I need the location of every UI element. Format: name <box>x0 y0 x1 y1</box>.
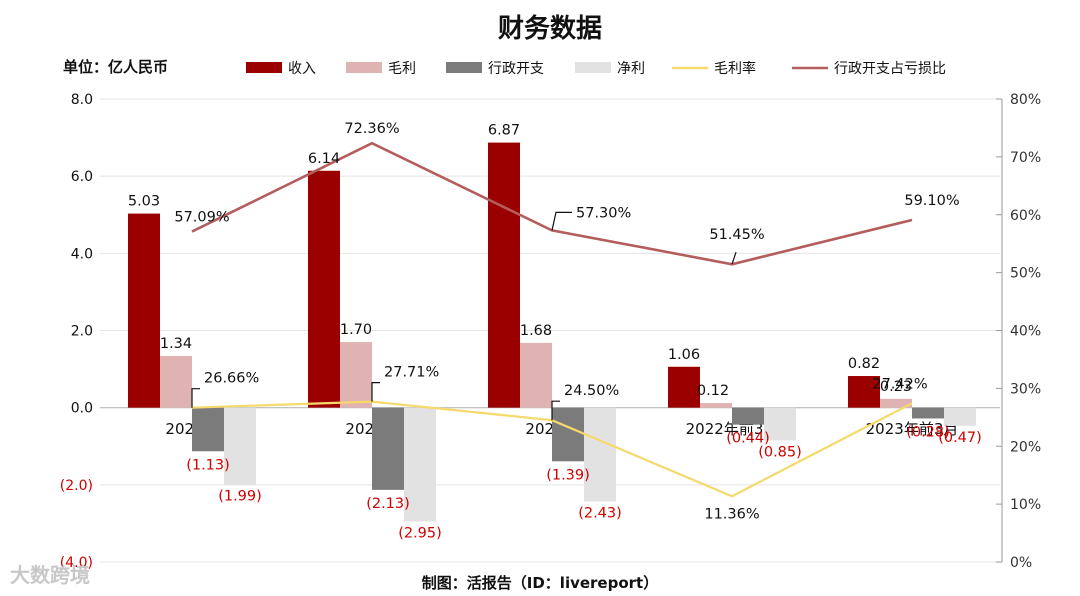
legend-label: 毛利率 <box>714 60 756 77</box>
legend-label: 净利 <box>617 61 645 77</box>
legend-admin-expense: 行政开支 <box>446 61 544 77</box>
gross-profit-bar <box>160 355 192 408</box>
legend-gross-profit: 毛利 <box>346 61 416 77</box>
admin-expense-label: (0.28) <box>906 424 950 440</box>
admin-loss-ratio-label: 57.30% <box>576 205 631 221</box>
net-profit-bar <box>764 407 796 441</box>
legend-admin-loss-ratio: 行政开支占亏损比 <box>792 61 946 77</box>
revenue-label: 1.06 <box>668 347 700 363</box>
admin-loss-ratio-label: 72.36% <box>344 121 399 137</box>
y-left-tick: 2.0 <box>71 324 93 340</box>
net-profit-bar <box>224 407 256 485</box>
gross-profit-label: 0.12 <box>697 383 729 399</box>
admin-expense-bar <box>732 407 764 425</box>
y-right-tick: 70% <box>1010 150 1041 166</box>
watermark: 大数跨境 <box>10 563 90 587</box>
admin-expense-bar <box>372 407 404 490</box>
y-right-tick: 30% <box>1010 381 1041 397</box>
admin-expense-bar <box>912 407 944 419</box>
y-left-tick: 0.0 <box>71 401 93 417</box>
net-profit-label: (2.43) <box>578 505 622 521</box>
revenue-bar <box>308 170 340 408</box>
admin-expense-bar <box>552 407 584 462</box>
y-right-tick: 10% <box>1010 497 1041 513</box>
admin-expense-label: (2.13) <box>366 496 410 512</box>
data-labels: 5.03 1.34 (1.13) (1.99) 6.14 1.70 (2.13) (2.95)… <box>128 121 982 541</box>
net-profit-bar <box>584 407 616 502</box>
gross-profit-label: 0.23 <box>880 379 912 395</box>
y-left-tick: (2.0) <box>60 478 93 494</box>
footer-credit: 制图：活报告（ID：livereport） <box>422 574 658 592</box>
unit-label: 单位：亿人民币 <box>63 58 168 76</box>
y-right-tick: 60% <box>1010 208 1041 224</box>
admin-expense-label: (1.13) <box>186 457 230 473</box>
admin-loss-ratio-leader <box>551 211 572 231</box>
legend-gross-margin: 毛利率 <box>672 60 756 77</box>
gross-margin-label: 24.50% <box>564 383 619 399</box>
net-profit-label: (1.99) <box>218 488 262 504</box>
revenue-bar <box>488 142 520 408</box>
revenue-label: 6.14 <box>308 151 340 167</box>
legend-label: 毛利 <box>388 61 416 77</box>
revenue-bar <box>848 376 880 408</box>
x-category-label: 2023年前3月 <box>866 420 959 438</box>
y-left-tick: 4.0 <box>71 246 93 262</box>
y-left-tick: 8.0 <box>71 92 93 108</box>
admin-loss-ratio-line <box>191 141 913 266</box>
y-left-tick: 6.0 <box>71 169 93 185</box>
admin-expense-label: (1.39) <box>546 467 590 483</box>
admin-loss-ratio-label: 57.09% <box>174 210 229 226</box>
legend-swatch <box>575 62 611 73</box>
bars <box>128 142 976 522</box>
gross-margin-label: 27.42% <box>872 376 927 392</box>
legend: 收入 毛利 行政开支 净利 毛利率 行政开支占亏损比 <box>246 60 946 77</box>
gross-profit-bar <box>880 398 912 408</box>
y-right-tick: 20% <box>1010 439 1041 455</box>
gross-margin-leader <box>191 388 200 408</box>
net-profit-label: (0.85) <box>758 444 802 460</box>
gross-profit-bar <box>340 342 372 408</box>
revenue-label: 5.03 <box>128 194 160 210</box>
gross-profit-label: 1.70 <box>340 322 372 338</box>
net-profit-label: (2.95) <box>398 525 442 541</box>
admin-loss-ratio-leader <box>731 252 737 265</box>
legend-swatch <box>346 62 382 73</box>
gross-margin-leader <box>371 382 380 402</box>
legend-swatch <box>446 62 482 73</box>
legend-revenue: 收入 <box>246 61 316 77</box>
revenue-bar <box>668 366 700 408</box>
gross-margin-leader <box>551 400 560 421</box>
revenue-bar <box>128 213 160 408</box>
y-left-tick: (4.0) <box>60 555 93 571</box>
gross-profit-bar <box>700 403 732 408</box>
legend-label: 收入 <box>288 61 316 77</box>
legend-label: 行政开支 <box>488 61 544 77</box>
gross-profit-label: 1.68 <box>520 323 552 339</box>
gross-margin-label: 27.71% <box>384 365 439 381</box>
chart-title: 财务数据 <box>498 14 602 44</box>
net-profit-bar <box>404 407 436 522</box>
y-right-tick: 50% <box>1010 266 1041 282</box>
gross-profit-label: 1.34 <box>160 336 192 352</box>
gross-margin-label: 26.66% <box>204 371 259 387</box>
y-right-tick: 80% <box>1010 92 1041 108</box>
admin-loss-ratio-label: 59.10% <box>904 193 959 209</box>
legend-swatch <box>246 62 282 73</box>
gross-margin-label: 11.36% <box>704 506 759 522</box>
revenue-label: 6.87 <box>488 123 520 139</box>
admin-expense-bar <box>192 407 224 452</box>
y-right-tick: 0% <box>1010 555 1032 571</box>
gross-profit-bar <box>520 342 552 408</box>
admin-loss-ratio-label: 51.45% <box>709 227 764 243</box>
revenue-label: 0.82 <box>848 356 880 372</box>
y-right-tick: 40% <box>1010 324 1041 340</box>
legend-net-profit: 净利 <box>575 61 645 77</box>
legend-label: 行政开支占亏损比 <box>834 61 946 77</box>
admin-expense-label: (0.44) <box>726 431 770 447</box>
net-profit-bar <box>944 407 976 426</box>
net-profit-label: (0.47) <box>938 430 982 446</box>
